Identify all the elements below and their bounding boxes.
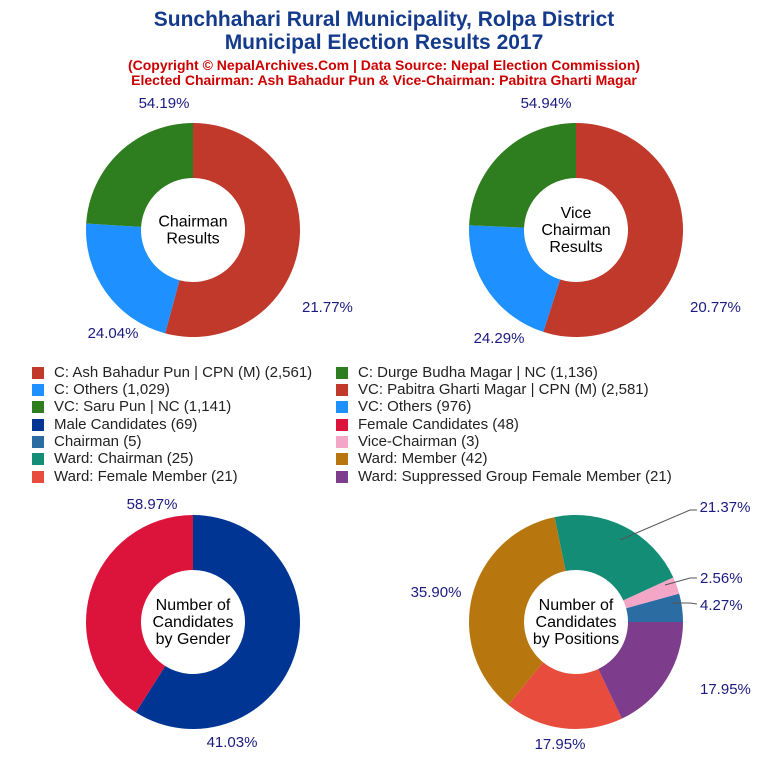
leader-line	[664, 577, 697, 586]
donut-center-label: Candidates	[153, 614, 234, 631]
slice-percent-label: 20.77%	[690, 299, 741, 316]
pie-slice	[598, 622, 683, 719]
donut-center-label: Results	[166, 231, 219, 248]
chart-title-line1: Sunchhahari Rural Municipality, Rolpa Di…	[153, 8, 615, 31]
donut-center-label: by Gender	[156, 631, 231, 648]
leader-line	[619, 509, 697, 541]
donut-center-label: Candidates	[536, 614, 617, 631]
donut-chart: 4.27% 2.56% 21.37% 35.90% 17.95% 17.95% Number…	[411, 499, 751, 753]
source-note: (Copyright © NepalArchives.Com | Data So…	[127, 57, 641, 73]
donut-center-label: Chairman	[541, 222, 610, 239]
slice-percent-label: 24.04%	[88, 325, 139, 342]
donut-center-label: Chairman	[158, 214, 227, 231]
donut-center-label: Results	[549, 239, 602, 256]
slice-percent-label: 21.77%	[302, 299, 353, 316]
donut-center-label: Number of	[539, 597, 614, 614]
slice-percent-label: 35.90%	[411, 584, 462, 601]
slice-percent-label: 24.29%	[474, 330, 525, 347]
donut-center-label: by Positions	[533, 631, 619, 648]
chart-title-line2: Municipal Election Results 2017	[224, 31, 544, 54]
slice-percent-label: 41.03%	[207, 734, 258, 751]
pie-slice	[469, 123, 576, 228]
pie-slice	[543, 123, 684, 337]
elected-note: Elected Chairman: Ash Bahadur Pun & Vice…	[131, 72, 637, 88]
donut-center-label: Vice	[561, 205, 592, 222]
pie-slice	[165, 123, 301, 337]
slice-percent-label: 54.94%	[521, 95, 572, 112]
slice-percent-label: 2.56%	[700, 570, 743, 587]
pie-slice	[508, 662, 622, 729]
pie-slice	[626, 593, 683, 622]
pie-slice	[554, 515, 674, 601]
slice-percent-label: 17.95%	[700, 681, 751, 698]
slice-percent-label: 4.27%	[700, 597, 743, 614]
slice-percent-label: 21.37%	[700, 499, 751, 516]
pie-slice	[469, 225, 561, 332]
slice-percent-label: 54.19%	[139, 95, 190, 112]
pie-slice	[468, 517, 566, 705]
pie-slice	[85, 515, 193, 713]
leader-line	[672, 602, 698, 605]
slice-percent-label: 17.95%	[535, 736, 586, 753]
pie-slice	[135, 515, 300, 729]
slice-percent-label: 58.97%	[127, 496, 178, 513]
pie-slice	[86, 223, 180, 334]
pie-slice	[86, 122, 193, 227]
donut-center-label: Number of	[156, 597, 231, 614]
